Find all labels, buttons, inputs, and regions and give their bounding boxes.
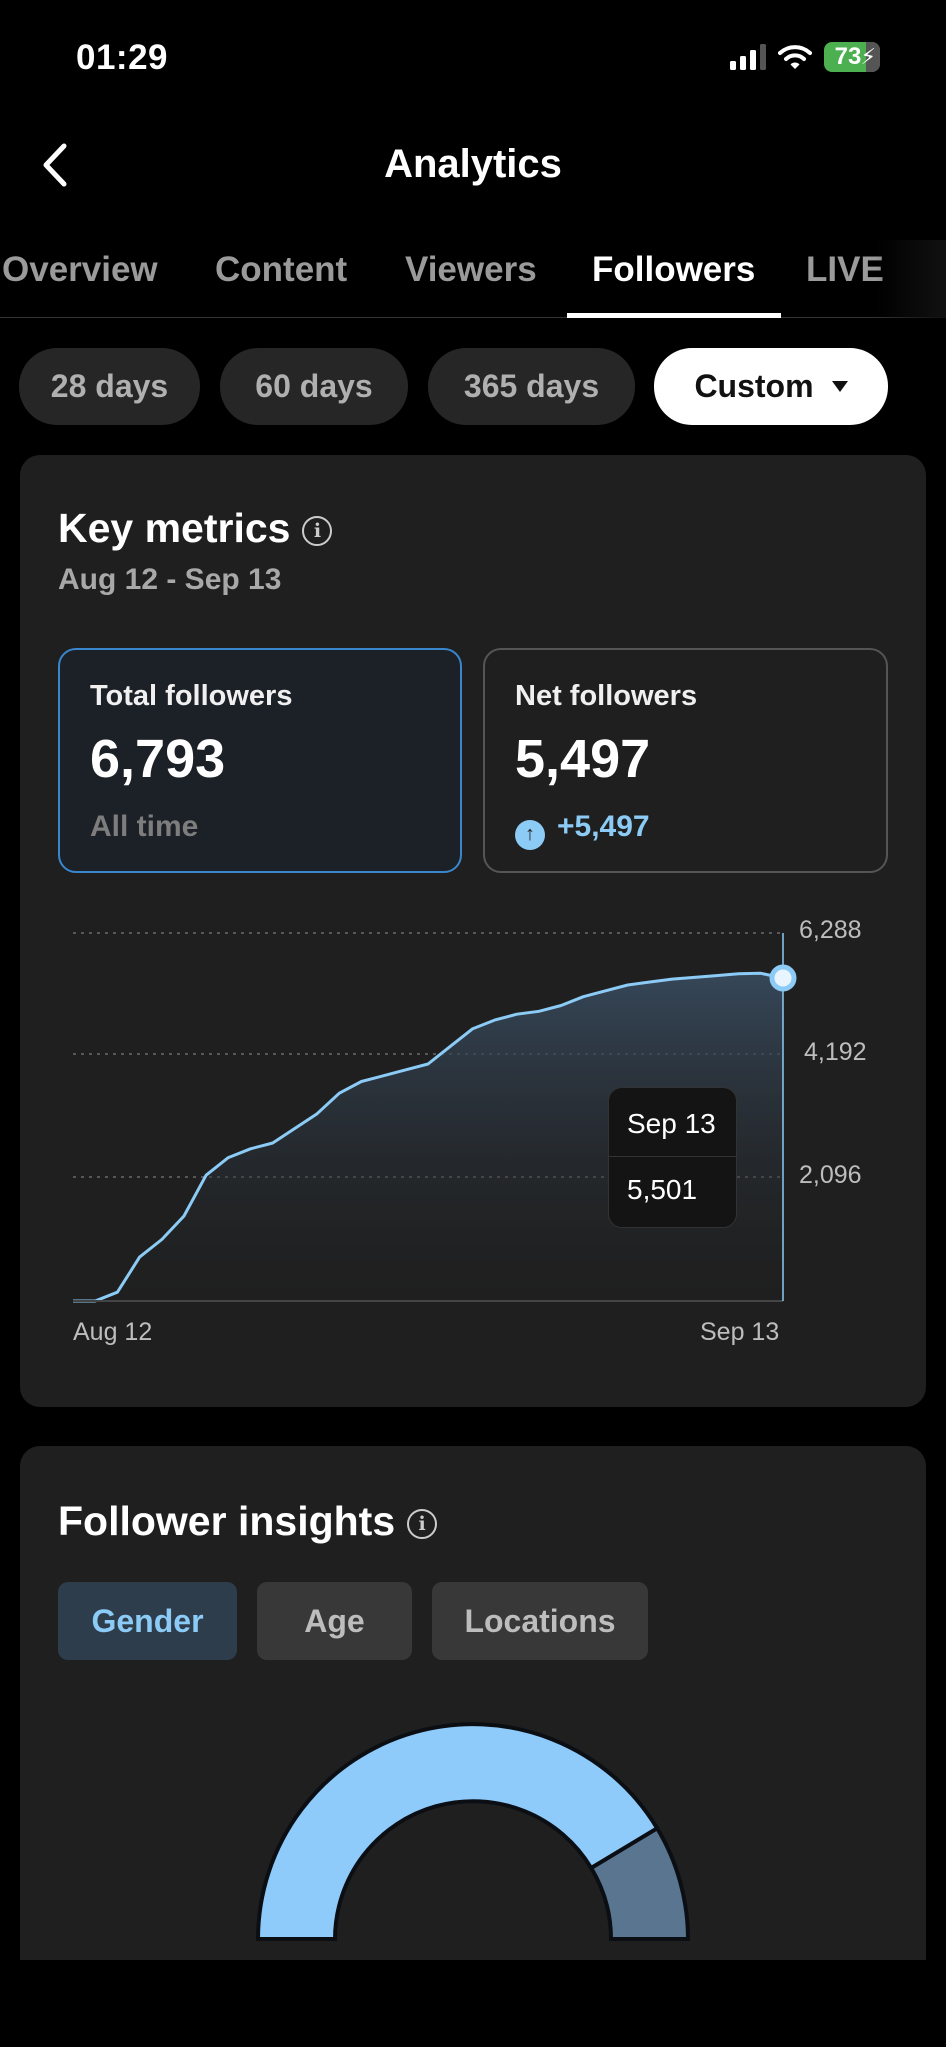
- info-icon[interactable]: i: [407, 1509, 438, 1540]
- chevron-left-icon[interactable]: [34, 140, 74, 190]
- cellular-signal-icon: [730, 44, 766, 70]
- status-time: 01:29: [76, 38, 169, 77]
- range-28-days-button[interactable]: 28 days: [19, 348, 200, 425]
- analytics-tabs: Overview Content Viewers Followers LIVE: [0, 240, 946, 318]
- tab-viewers[interactable]: Viewers: [405, 250, 537, 289]
- highlight-point: [769, 964, 797, 992]
- range-custom-dropdown[interactable]: Custom: [654, 348, 888, 425]
- range-60-days-button[interactable]: 60 days: [220, 348, 408, 425]
- page-title: Analytics: [384, 142, 562, 186]
- range-365-days-button[interactable]: 365 days: [428, 348, 635, 425]
- arrow-up-circle-icon: ↑: [515, 819, 545, 850]
- x-tick-start: Aug 12: [73, 1318, 153, 1346]
- net-change: +5,497: [557, 810, 650, 843]
- tab-live[interactable]: LIVE: [806, 250, 884, 289]
- metric-label: Total followers: [90, 680, 293, 712]
- y-tick: 6,288: [799, 916, 862, 944]
- tooltip-value: 5,501: [627, 1174, 698, 1205]
- caret-down-icon: [831, 381, 848, 392]
- tooltip-date: Sep 13: [627, 1108, 716, 1139]
- key-metrics-heading: Key metrics i: [58, 505, 333, 552]
- follower-insights-heading: Follower insights i: [58, 1498, 438, 1545]
- data-line: [73, 971, 784, 1303]
- battery-charging-icon: 73 ⚡: [824, 42, 880, 72]
- insight-tab-age[interactable]: Age: [257, 1582, 412, 1660]
- segment-primary: [255, 1722, 660, 1941]
- net-followers-card[interactable]: Net followers 5,497 ↑ +5,497: [483, 648, 888, 873]
- follower-insights-card: Follower insights i: [20, 1446, 926, 1960]
- custom-label: Custom: [694, 368, 814, 404]
- battery-level: 73: [834, 43, 862, 70]
- key-metrics-card: Key metrics i Aug 12 - Sep 13 Total follo…: [20, 455, 926, 1407]
- wifi-icon: [778, 45, 812, 69]
- metric-footer: ↑ +5,497: [515, 810, 650, 850]
- y-tick: 4,192: [804, 1038, 867, 1066]
- bolt-icon: ⚡: [860, 44, 876, 69]
- metric-label: Net followers: [515, 680, 698, 712]
- insight-tab-gender[interactable]: Gender: [58, 1582, 237, 1660]
- tab-content[interactable]: Content: [215, 250, 348, 289]
- metric-value: 6,793: [90, 729, 226, 789]
- segment-secondary: [588, 1825, 691, 1941]
- tab-overview[interactable]: Overview: [2, 250, 158, 289]
- followers-line-chart[interactable]: [20, 455, 926, 1407]
- status-icons: 73 ⚡: [730, 40, 880, 74]
- info-icon[interactable]: i: [302, 516, 333, 547]
- metric-footer: All time: [90, 810, 199, 843]
- metric-value: 5,497: [515, 729, 651, 789]
- gender-half-donut-chart[interactable]: [250, 1715, 696, 1947]
- tab-followers[interactable]: Followers: [592, 250, 756, 289]
- y-tick: 2,096: [799, 1161, 862, 1189]
- active-tab-indicator: [567, 313, 781, 318]
- area-fill: [73, 973, 783, 1301]
- total-followers-card[interactable]: Total followers 6,793 All time: [58, 648, 462, 873]
- scroll-fade: [876, 240, 946, 318]
- key-metrics-title: Key metrics: [58, 505, 291, 551]
- chart-tooltip: Sep 13 5,501: [608, 1087, 737, 1228]
- insight-tab-locations[interactable]: Locations: [432, 1582, 648, 1660]
- date-range-label: Aug 12 - Sep 13: [58, 563, 282, 596]
- follower-insights-title: Follower insights: [58, 1498, 396, 1544]
- x-tick-end: Sep 13: [700, 1318, 780, 1346]
